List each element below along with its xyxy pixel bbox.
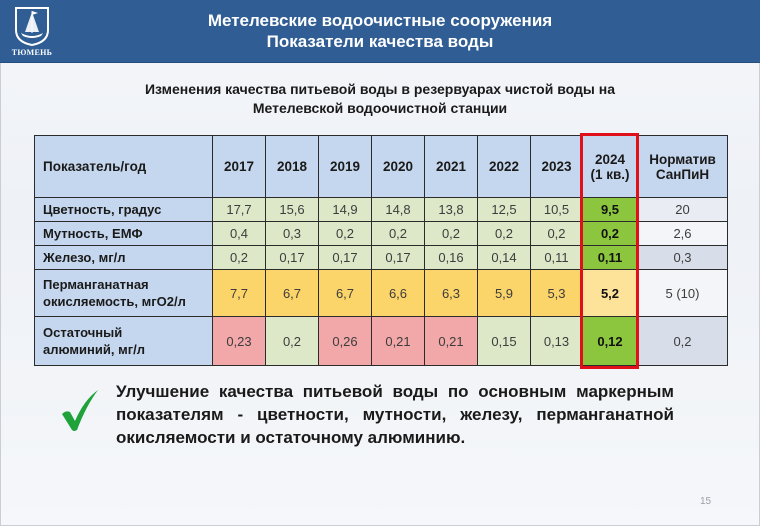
table-row-color: Цветность, градус 17,7 15,6 14,9 14,8 13… [34, 197, 728, 222]
table-cell: 13,8 [424, 197, 478, 222]
table-cell: 0,17 [318, 245, 372, 270]
header-year: 2023 [530, 135, 583, 198]
table-row-turbidity: Мутность, ЕМФ 0,4 0,3 0,2 0,2 0,2 0,2 0,… [34, 221, 728, 246]
table-cell: 0,17 [265, 245, 319, 270]
header-year-2024: 2024 (1 кв.) [582, 135, 638, 198]
row-label: Железо, мг/л [34, 245, 213, 270]
caption-line-1: Изменения качества питьевой воды в резер… [144, 81, 615, 97]
header-year: 2021 [424, 135, 478, 198]
table-cell: 0,26 [318, 316, 372, 366]
row-label: Остаточный алюминий, мг/л [34, 316, 213, 366]
table-cell: 0,21 [424, 316, 478, 366]
table-row-iron: Железо, мг/л 0,2 0,17 0,17 0,17 0,16 0,1… [34, 245, 728, 270]
table-cell: 5,3 [530, 269, 583, 317]
title-line-2: Показатели качества воды [266, 32, 494, 51]
table-cell: 0,16 [424, 245, 478, 270]
table-cell: 0,4 [212, 221, 266, 246]
row-label: Цветность, градус [34, 197, 213, 222]
header-norm-line-1: Норматив [649, 151, 716, 167]
table-cell: 0,2 [477, 221, 531, 246]
table-cell-norm: 0,2 [637, 316, 728, 366]
slide-header: ТЮМЕНЬ Метелевские водоочистные сооружен… [0, 0, 760, 63]
table-cell: 0,2 [318, 221, 372, 246]
caption-line-2: Метелевской водоочистной станции [252, 100, 508, 116]
page-number: 15 [700, 496, 712, 507]
table-cell-2024: 0,11 [582, 245, 638, 270]
header-indicator: Показатель/год [34, 135, 213, 198]
table-cell: 7,7 [212, 269, 266, 317]
header-2024-year: 2024 [594, 151, 626, 167]
table-cell: 0,2 [530, 221, 583, 246]
row-label-line-2: алюминий, мг/л [43, 342, 145, 357]
slide-title: Метелевские водоочистные сооружения Пока… [0, 10, 760, 52]
table-row-permanganate: Перманганатная окисляемость, мгО2/л 7,7 … [34, 269, 728, 317]
logo-text: ТЮМЕНЬ [11, 48, 53, 57]
tyumen-logo: ТЮМЕНЬ [8, 4, 56, 58]
table-header-row: Показатель/год 2017 2018 2019 2020 2021 … [34, 135, 728, 198]
check-mark-icon [62, 390, 98, 431]
table-cell: 0,17 [371, 245, 425, 270]
table-cell-2024: 9,5 [582, 197, 638, 222]
table-cell: 0,13 [530, 316, 583, 366]
table-cell: 0,23 [212, 316, 266, 366]
header-2024-quarter: (1 кв.) [590, 166, 630, 182]
header-year: 2022 [477, 135, 531, 198]
header-norm: Норматив СанПиН [637, 135, 728, 198]
table-cell-2024: 0,12 [582, 316, 638, 366]
table-row-aluminium: Остаточный алюминий, мг/л 0,23 0,2 0,26 … [34, 316, 728, 366]
table-cell-norm: 5 (10) [637, 269, 728, 317]
table-cell-norm: 0,3 [637, 245, 728, 270]
table-cell: 6,7 [318, 269, 372, 317]
row-label: Мутность, ЕМФ [34, 221, 213, 246]
table-cell: 0,2 [212, 245, 266, 270]
table-cell: 6,7 [265, 269, 319, 317]
table-cell-2024: 5,2 [582, 269, 638, 317]
table-cell: 14,9 [318, 197, 372, 222]
table-cell: 6,6 [371, 269, 425, 317]
table-cell: 5,9 [477, 269, 531, 317]
table-cell: 14,8 [371, 197, 425, 222]
header-year: 2018 [265, 135, 319, 198]
coat-of-arms-icon [15, 7, 49, 46]
table-cell: 0,15 [477, 316, 531, 366]
table-caption: Изменения качества питьевой воды в резер… [0, 80, 760, 118]
table-cell: 10,5 [530, 197, 583, 222]
table-cell-2024: 0,2 [582, 221, 638, 246]
row-label-line-1: Перманганатная [43, 277, 149, 292]
table-cell: 0,2 [265, 316, 319, 366]
conclusion-text: Улучшение качества питьевой воды по осно… [116, 382, 674, 447]
table-cell-norm: 2,6 [637, 221, 728, 246]
table-cell: 0,14 [477, 245, 531, 270]
table-cell: 15,6 [265, 197, 319, 222]
table-cell: 0,2 [371, 221, 425, 246]
row-label: Перманганатная окисляемость, мгО2/л [34, 269, 213, 317]
water-quality-table: Показатель/год 2017 2018 2019 2020 2021 … [34, 135, 728, 366]
table-cell-norm: 20 [637, 197, 728, 222]
table-cell: 6,3 [424, 269, 478, 317]
header-year: 2019 [318, 135, 372, 198]
table-cell: 0,3 [265, 221, 319, 246]
header-norm-line-2: СанПиН [655, 166, 710, 182]
table-cell: 0,2 [424, 221, 478, 246]
table-cell: 0,21 [371, 316, 425, 366]
row-label-line-1: Остаточный [43, 325, 123, 340]
title-line-1: Метелевские водоочистные сооружения [207, 11, 553, 30]
table-cell: 0,11 [530, 245, 583, 270]
header-year: 2020 [371, 135, 425, 198]
header-year: 2017 [212, 135, 266, 198]
table-cell: 12,5 [477, 197, 531, 222]
row-label-line-2: окисляемость, мгО2/л [43, 294, 186, 309]
table-cell: 17,7 [212, 197, 266, 222]
